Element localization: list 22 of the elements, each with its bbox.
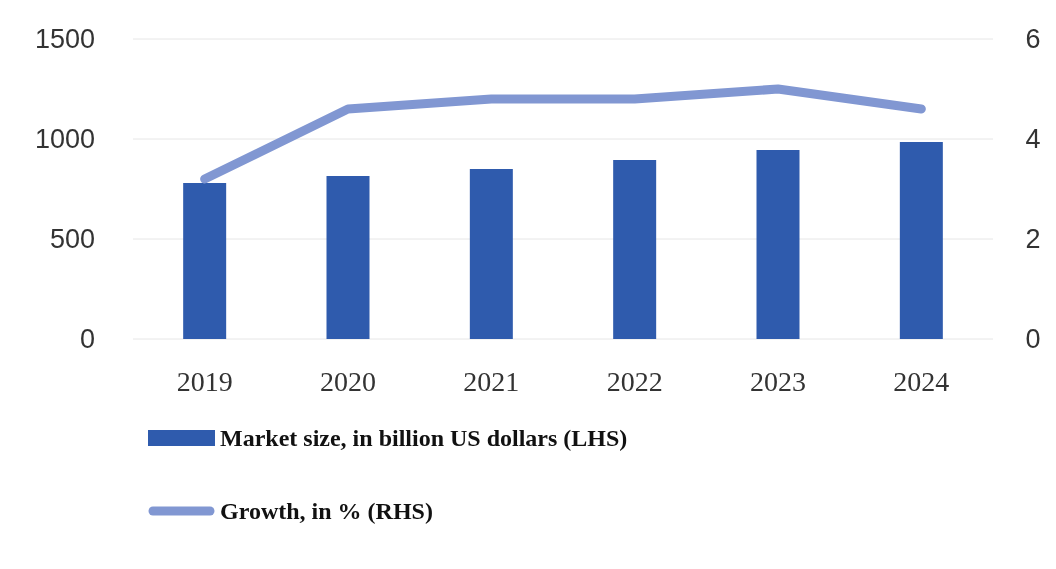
y2-tick-label: 6	[1025, 24, 1041, 54]
bar	[756, 150, 800, 339]
legend-label: Market size, in billion US dollars (LHS)	[220, 425, 628, 451]
bar	[613, 160, 657, 339]
bar	[326, 176, 370, 339]
y2-tick-label: 4	[1025, 124, 1041, 154]
bar	[469, 169, 513, 339]
x-tick-label: 2022	[606, 365, 663, 397]
y-tick-label: 500	[49, 224, 95, 254]
x-tick-label: 2024	[893, 365, 950, 397]
bar	[899, 142, 943, 339]
legend-label: Growth, in % (RHS)	[220, 498, 433, 524]
x-tick-label: 2020	[320, 365, 376, 397]
x-tick-label: 2019	[176, 365, 233, 397]
y-tick-label: 1000	[34, 124, 95, 154]
x-tick-label: 2023	[750, 365, 806, 397]
y-tick-label: 0	[79, 324, 95, 354]
y2-tick-label: 2	[1025, 224, 1041, 254]
y-tick-label: 1500	[34, 24, 95, 54]
y2-tick-label: 0	[1025, 324, 1041, 354]
bar	[183, 183, 227, 339]
x-tick-label: 2021	[463, 365, 520, 397]
